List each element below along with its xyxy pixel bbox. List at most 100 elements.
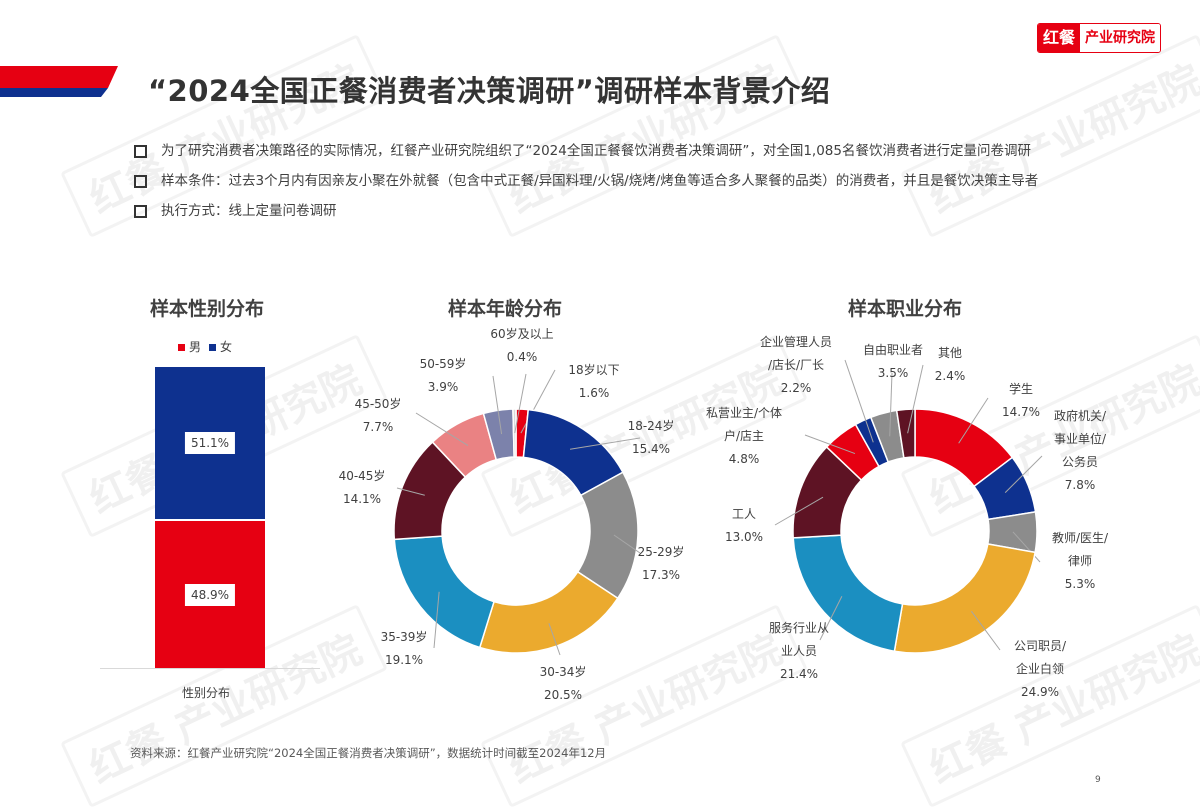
bar-value-label: 48.9%	[184, 583, 236, 606]
leader-line	[514, 373, 527, 434]
slice-label: 公务员	[1062, 454, 1098, 469]
slice-label: 户/店主	[724, 428, 764, 443]
logo-part1: 红餐	[1038, 24, 1081, 52]
header-ribbon	[0, 66, 118, 97]
leader-line	[569, 437, 641, 450]
slice-label: 业人员	[781, 644, 817, 658]
slice-label: 私营业主/个体	[706, 406, 782, 420]
bullet-text: 为了研究消费者决策路径的实际情况，红餐产业研究院组织了“2024全国正餐餐饮消费…	[161, 143, 1031, 159]
slice-label: 18岁以下	[568, 362, 619, 377]
slice-label: 3.5%	[878, 366, 909, 380]
leader-line	[774, 496, 824, 526]
slice-label: 学生	[1009, 381, 1033, 396]
slice-label: 律师	[1068, 554, 1092, 568]
leader-line	[844, 359, 874, 443]
leader-line	[970, 610, 1001, 651]
leader-line	[907, 364, 924, 434]
bullet-item: 样本条件：过去3个月内有因亲友小聚在外就餐（包含中式正餐/异国料理/火锅/烧烤/…	[134, 172, 1074, 190]
gender-legend: 男 女	[178, 338, 232, 355]
bullet-item: 执行方式：线上定量问卷调研	[134, 202, 1074, 220]
slice-label: 40-45岁	[339, 468, 386, 483]
slice-label: /店长/厂长	[768, 358, 824, 372]
logo-part2: 产业研究院	[1080, 24, 1161, 52]
slice-label: 50-59岁	[420, 356, 467, 371]
slice-label: 14.7%	[1002, 405, 1040, 419]
slice-label: 21.4%	[780, 667, 818, 681]
legend-swatch	[178, 344, 185, 351]
slice-label: 60岁及以上	[490, 326, 553, 341]
source-note: 资料来源：红餐产业研究院“2024全国正餐消费者决策调研”，数据统计时间截至20…	[130, 746, 607, 760]
leader-line	[889, 372, 893, 437]
x-axis	[100, 668, 320, 669]
legend-item-male: 男	[178, 338, 201, 355]
slice-label: 服务行业从	[769, 620, 829, 635]
slice-label: 24.9%	[1021, 685, 1059, 699]
bullet-text: 执行方式：线上定量问卷调研	[161, 203, 337, 219]
legend-label: 男	[189, 340, 202, 354]
gender-chart-title: 样本性别分布	[150, 298, 265, 320]
leader-line	[415, 412, 469, 446]
legend-label: 女	[220, 340, 233, 354]
leader-line	[1004, 455, 1043, 493]
slice-label: 18-24岁	[628, 418, 675, 433]
slice-label: 企业管理人员	[760, 334, 832, 349]
slice-label: 其他	[938, 346, 962, 360]
slice-label: 事业单位/	[1054, 431, 1107, 446]
legend-swatch	[209, 344, 217, 351]
slice-label: 政府机关/	[1054, 408, 1107, 423]
slice-label: 13.0%	[725, 530, 763, 544]
leader-line	[958, 397, 989, 444]
leader-line	[548, 623, 561, 656]
slice-label: 教师/医生/	[1052, 530, 1109, 545]
bullet-text: 样本条件：过去3个月内有因亲友小聚在外就餐（包含中式正餐/异国料理/火锅/烧烤/…	[161, 173, 1039, 189]
slice-label: 30-34岁	[540, 664, 587, 679]
leader-line	[433, 591, 440, 649]
donut-slice	[893, 543, 1036, 654]
square-bullet-icon	[134, 175, 147, 188]
brand-logo: 红餐 产业研究院	[1037, 23, 1162, 53]
leader-line	[804, 434, 856, 455]
intro-bullets: 为了研究消费者决策路径的实际情况，红餐产业研究院组织了“2024全国正餐餐饮消费…	[134, 142, 1074, 232]
slice-label: 14.1%	[343, 492, 381, 506]
slice-label: 15.4%	[632, 442, 670, 456]
bar-segment-male: 48.9%	[155, 521, 265, 668]
slice-label: 7.7%	[363, 420, 394, 434]
page-title: “2024全国正餐消费者决策调研”调研样本背景介绍	[148, 74, 831, 108]
donut-slice	[512, 408, 517, 458]
slice-label: 35-39岁	[381, 629, 428, 644]
slice-label: 25-29岁	[638, 544, 685, 559]
slice-label: 20.5%	[544, 688, 582, 702]
square-bullet-icon	[134, 205, 147, 218]
slice-label: 3.9%	[428, 380, 459, 394]
age-chart-title: 样本年龄分布	[448, 298, 563, 320]
slice-label: 2.2%	[781, 381, 812, 395]
slice-label: 1.6%	[579, 386, 610, 400]
legend-item-female: 女	[209, 338, 232, 355]
leader-line	[819, 596, 843, 641]
donut-slice	[478, 570, 619, 654]
bar-segment-female: 51.1%	[155, 367, 265, 519]
leader-line	[1012, 531, 1041, 563]
slice-label: 公司职员/	[1014, 639, 1067, 653]
slice-label: 0.4%	[507, 350, 538, 364]
slice-label: 7.8%	[1065, 478, 1096, 492]
leader-line	[396, 487, 425, 496]
slice-label: 17.3%	[642, 568, 680, 582]
slice-label: 企业白领	[1016, 661, 1064, 676]
slice-label: 19.1%	[385, 653, 423, 667]
x-axis-label: 性别分布	[182, 686, 231, 700]
occupation-chart-title: 样本职业分布	[848, 298, 963, 320]
leader-line	[492, 375, 503, 435]
leader-line	[613, 534, 641, 554]
bar-value-label: 51.1%	[184, 432, 236, 454]
bullet-item: 为了研究消费者决策路径的实际情况，红餐产业研究院组织了“2024全国正餐餐饮消费…	[134, 142, 1074, 160]
slice-label: 2.4%	[935, 369, 966, 383]
square-bullet-icon	[134, 145, 147, 158]
slice-label: 4.8%	[729, 452, 760, 466]
slice-label: 5.3%	[1065, 577, 1096, 591]
slice-label: 工人	[732, 507, 756, 521]
slice-label: 45-50岁	[355, 396, 402, 411]
slice-label: 自由职业者	[863, 343, 923, 357]
page-number: 9	[1095, 775, 1101, 785]
